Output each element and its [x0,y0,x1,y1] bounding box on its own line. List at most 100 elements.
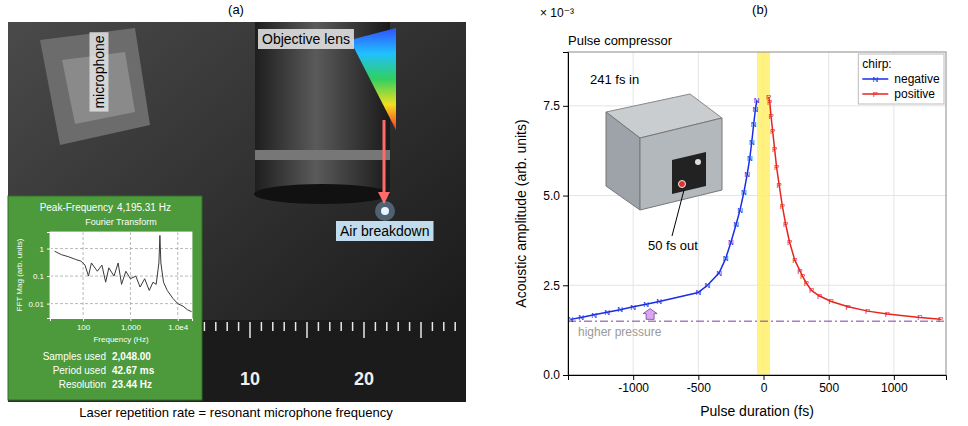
lens-bottom [254,184,390,204]
lens-ring [255,150,390,160]
legend-label: negative [894,72,940,86]
tick-label: 2.5 [543,279,560,293]
ruler-tick [420,322,422,338]
axis-line [563,53,569,376]
panel-a: (a)1020Objective lensmicrophoneAir break… [8,2,466,420]
x-axis: 1001,0001.0e4 [51,318,193,332]
marker: N [705,281,711,290]
caption: Laser repetition rate = resonant microph… [79,405,393,420]
ruler-tick [432,322,434,331]
reference-line [568,321,946,322]
device-port-panel [672,152,706,194]
ruler-tick [261,322,263,331]
marker: N [630,303,636,312]
tick-label: 0 [761,381,768,395]
marker: N [733,220,739,229]
marker: N [728,238,734,247]
marker: P [865,307,870,316]
marker: P [772,145,777,154]
marker: P [774,163,779,172]
breakdown-spot [381,207,389,215]
marker: P [829,297,834,306]
tick-mark [83,318,84,321]
marker: P [767,98,772,107]
tick: 1000 [881,375,908,395]
marker: P [787,238,792,247]
label-objective: Objective lens [262,31,350,47]
peak-value: 4,195.31 Hz [117,202,171,213]
legend-marker: P [873,90,878,99]
marker: N [741,188,747,197]
tick-mark [563,285,568,286]
tick: 7.5 [543,99,568,113]
y-axis: 1 0.1 0.01 [28,233,50,319]
ruler-label: 10 [240,369,260,389]
tick-label: -1000 [618,381,649,395]
chart-title: Fourier Transform [85,217,157,227]
marker: P [770,127,775,136]
tick: 0.01 [28,300,50,309]
grid-line [828,52,829,375]
label-box [336,221,434,241]
panel-b: (b)× 10⁻³Pulse compressorNNNNNNNNNNNNNNN… [513,2,947,419]
breakdown-glow [375,201,395,221]
marker: N [591,311,597,320]
pressure-arrow [643,309,657,320]
tick-label: 0.01 [28,300,44,309]
tick-label: 1.0e4 [168,323,189,332]
ruler-tick [397,322,399,331]
tick-mark [829,375,830,380]
ruler-tick [283,322,285,331]
tick: 100 [77,318,91,332]
plot-marks: NNNNNNNNNNNNNNNNNNNNNNPPPPPPPPPPPPPPPPPP… [568,52,946,375]
ruler-tick [204,322,206,331]
tick-label: -500 [687,381,711,395]
tick: 5.0 [543,189,568,203]
marker: N [578,313,584,322]
tick-label: 0.0 [543,368,560,382]
device-port [679,181,686,188]
stat-value: 23.44 Hz [112,379,152,390]
ruler-tick [215,322,217,331]
tick-label: 500 [819,381,839,395]
tick-mark [764,375,765,380]
marker: P [938,315,943,324]
marker: N [716,269,722,278]
ruler-label: 20 [354,369,374,389]
stat-label: Period used [53,365,106,376]
legend-title: chirp: [862,57,891,71]
figure: (a)1020Objective lensmicrophoneAir break… [0,0,968,426]
ruler [200,320,466,402]
stat-value: 42.67 ms [112,365,155,376]
tick-mark [563,106,568,107]
series-line [769,97,941,320]
tick: 500 [819,375,839,395]
marker: N [747,154,753,163]
panel-label: (b) [752,2,768,17]
tick-label: 100 [77,323,91,332]
marker: N [744,170,750,179]
annotation-leader [672,190,684,236]
axis-multiplier: × 10⁻³ [540,6,574,20]
peak-label: Peak-Frequency [40,202,113,213]
grid-line [50,248,192,249]
marker: N [749,138,755,147]
grid-line [50,303,192,304]
tick-mark [894,375,895,380]
y-axis-title: FFT Mag (arb. units) [15,238,24,311]
tick: 0.1 [33,272,50,281]
annotation: 50 fs out [648,238,698,253]
fft-inset: Peak-Frequency 4,195.31 Hz Fourier Transfo… [8,196,202,400]
tick-mark [563,196,568,197]
marker: N [643,300,649,309]
ruler-tick [340,322,342,331]
marker: N [656,297,662,306]
marker: N [723,254,729,263]
tick: 1 [40,245,50,254]
ruler-tick [443,322,445,331]
tick-mark [47,276,50,277]
marker: N [737,206,743,215]
tick: -500 [687,375,711,395]
ruler-tick [249,322,251,338]
marker: N [751,120,757,129]
